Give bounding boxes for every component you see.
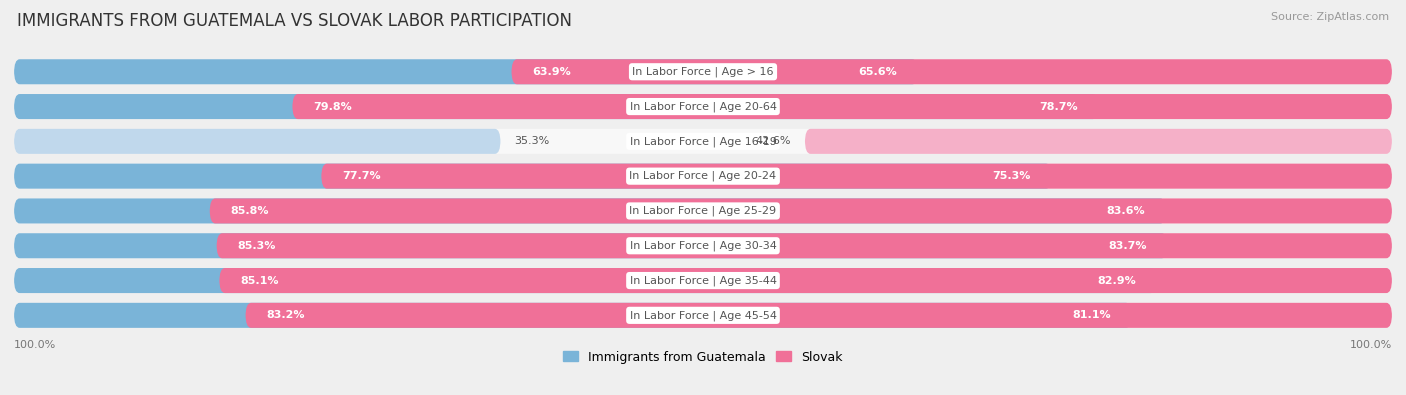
Text: In Labor Force | Age 45-54: In Labor Force | Age 45-54: [630, 310, 776, 321]
Text: In Labor Force | Age 35-44: In Labor Force | Age 35-44: [630, 275, 776, 286]
Text: 85.1%: 85.1%: [240, 276, 278, 286]
FancyBboxPatch shape: [219, 268, 1392, 293]
FancyBboxPatch shape: [14, 303, 1132, 328]
Text: 100.0%: 100.0%: [14, 340, 56, 350]
Text: 85.3%: 85.3%: [238, 241, 276, 251]
FancyBboxPatch shape: [322, 164, 1392, 189]
FancyBboxPatch shape: [292, 94, 1392, 119]
FancyBboxPatch shape: [14, 129, 501, 154]
Text: In Labor Force | Age > 16: In Labor Force | Age > 16: [633, 66, 773, 77]
FancyBboxPatch shape: [14, 94, 1098, 119]
FancyBboxPatch shape: [14, 198, 1392, 224]
Text: In Labor Force | Age 25-29: In Labor Force | Age 25-29: [630, 206, 776, 216]
Text: In Labor Force | Age 20-64: In Labor Force | Age 20-64: [630, 101, 776, 112]
FancyBboxPatch shape: [14, 164, 1052, 189]
Text: 77.7%: 77.7%: [342, 171, 381, 181]
FancyBboxPatch shape: [14, 268, 1392, 293]
FancyBboxPatch shape: [14, 164, 1392, 189]
Text: 65.6%: 65.6%: [859, 67, 897, 77]
FancyBboxPatch shape: [14, 268, 1156, 293]
Text: 79.8%: 79.8%: [314, 102, 352, 111]
Text: 63.9%: 63.9%: [531, 67, 571, 77]
FancyBboxPatch shape: [806, 129, 1392, 154]
FancyBboxPatch shape: [14, 59, 1392, 84]
FancyBboxPatch shape: [209, 198, 1392, 224]
FancyBboxPatch shape: [14, 233, 1392, 258]
Text: 83.2%: 83.2%: [266, 310, 305, 320]
Text: In Labor Force | Age 16-19: In Labor Force | Age 16-19: [630, 136, 776, 147]
Text: Source: ZipAtlas.com: Source: ZipAtlas.com: [1271, 12, 1389, 22]
FancyBboxPatch shape: [14, 303, 1392, 328]
Legend: Immigrants from Guatemala, Slovak: Immigrants from Guatemala, Slovak: [558, 346, 848, 369]
Text: 83.7%: 83.7%: [1108, 241, 1147, 251]
Text: 83.6%: 83.6%: [1107, 206, 1146, 216]
FancyBboxPatch shape: [512, 59, 1392, 84]
FancyBboxPatch shape: [246, 303, 1392, 328]
FancyBboxPatch shape: [217, 233, 1392, 258]
FancyBboxPatch shape: [14, 129, 1392, 154]
Text: In Labor Force | Age 20-24: In Labor Force | Age 20-24: [630, 171, 776, 181]
Text: 82.9%: 82.9%: [1097, 276, 1136, 286]
Text: 85.8%: 85.8%: [231, 206, 269, 216]
FancyBboxPatch shape: [14, 94, 1392, 119]
Text: 100.0%: 100.0%: [1350, 340, 1392, 350]
Text: IMMIGRANTS FROM GUATEMALA VS SLOVAK LABOR PARTICIPATION: IMMIGRANTS FROM GUATEMALA VS SLOVAK LABO…: [17, 12, 572, 30]
Text: In Labor Force | Age 30-34: In Labor Force | Age 30-34: [630, 241, 776, 251]
Text: 42.6%: 42.6%: [755, 136, 792, 147]
Text: 75.3%: 75.3%: [993, 171, 1031, 181]
Text: 78.7%: 78.7%: [1039, 102, 1078, 111]
FancyBboxPatch shape: [14, 59, 918, 84]
Text: 35.3%: 35.3%: [515, 136, 550, 147]
FancyBboxPatch shape: [14, 198, 1166, 224]
FancyBboxPatch shape: [14, 233, 1167, 258]
Text: 81.1%: 81.1%: [1073, 310, 1111, 320]
